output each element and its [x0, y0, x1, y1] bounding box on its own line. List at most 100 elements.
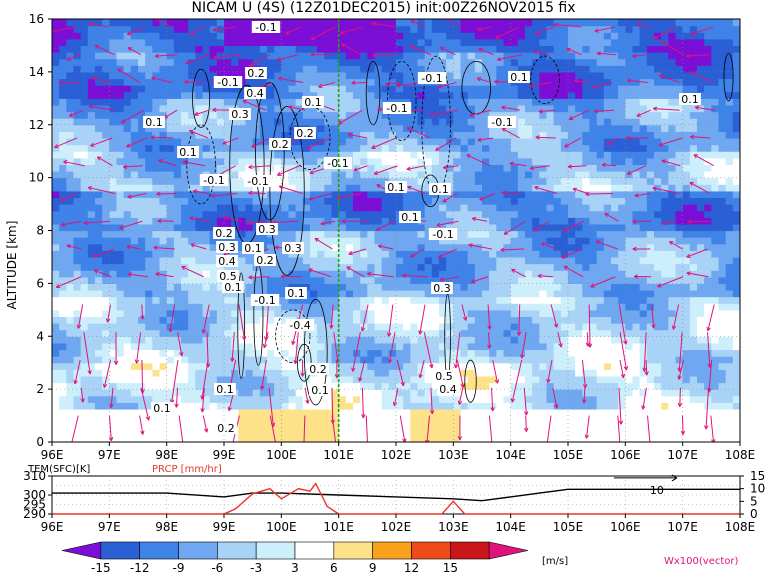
u-cell: [181, 316, 189, 324]
u-cell: [159, 151, 168, 159]
u-cell: [403, 270, 411, 278]
u-cell: [503, 303, 512, 311]
u-cell: [130, 190, 139, 199]
u-cell: [95, 131, 103, 139]
u-cell: [431, 309, 440, 318]
u-cell: [446, 58, 454, 66]
u-cell: [525, 171, 533, 179]
u-cell: [367, 422, 376, 430]
u-cell: [152, 171, 161, 179]
u-cell: [80, 151, 89, 159]
u-cell: [568, 375, 576, 384]
u-cell: [66, 263, 75, 271]
u-cell: [575, 25, 583, 33]
u-cell: [503, 157, 512, 166]
u-cell: [166, 164, 175, 172]
u-cell: [381, 223, 390, 232]
u-cell: [302, 137, 311, 146]
u-cell: [360, 408, 368, 417]
u-cell: [152, 157, 161, 166]
u-cell: [66, 71, 75, 80]
u-cell: [181, 184, 189, 192]
u-cell: [496, 177, 505, 185]
u-cell: [123, 402, 132, 410]
u-cell: [166, 256, 175, 265]
u-cell: [102, 283, 110, 291]
u-cell: [388, 71, 397, 80]
u-cell: [80, 111, 89, 119]
u-cell: [295, 157, 304, 166]
u-cell: [460, 124, 469, 132]
u-cell: [73, 65, 82, 73]
u-cell: [95, 38, 103, 47]
u-cell: [288, 342, 297, 351]
u-cell: [181, 98, 189, 106]
u-cell: [216, 323, 225, 331]
u-cell: [367, 349, 376, 357]
u-cell: [453, 342, 462, 351]
u-cell: [589, 177, 598, 185]
u-cell: [388, 65, 397, 73]
u-cell: [145, 71, 153, 80]
u-cell: [274, 104, 282, 113]
u-cell: [130, 296, 139, 304]
u-cell: [252, 111, 261, 119]
u-cell: [216, 342, 225, 351]
u-cell: [166, 52, 175, 60]
u-cell: [410, 323, 419, 331]
u-cell: [87, 171, 96, 179]
u-cell: [410, 177, 419, 185]
u-cell: [553, 276, 562, 284]
u-cell: [596, 65, 605, 73]
u-cell: [80, 190, 89, 199]
u-cell: [295, 38, 304, 47]
u-cell: [345, 190, 354, 199]
u-cell: [345, 382, 354, 390]
u-cell: [367, 157, 376, 166]
u-cell: [116, 19, 125, 27]
u-cell: [553, 329, 562, 337]
u-cell: [288, 38, 297, 47]
u-cell: [539, 32, 548, 40]
u-cell: [338, 389, 347, 397]
u-cell: [510, 237, 519, 245]
u-cell: [116, 91, 125, 99]
u-cell: [396, 323, 404, 331]
u-cell: [582, 184, 591, 192]
u-cell: [195, 283, 204, 291]
u-cell: [388, 349, 397, 357]
u-cell: [109, 283, 118, 291]
u-cell: [281, 52, 290, 60]
u-cell: [324, 85, 333, 93]
u-cell: [295, 336, 304, 344]
u-cell: [546, 78, 555, 86]
u-cell: [539, 38, 548, 47]
u-cell: [525, 382, 533, 390]
u-cell: [195, 223, 204, 232]
u-cell: [532, 270, 540, 278]
u-cell: [87, 58, 96, 66]
u-cell: [539, 65, 548, 73]
u-cell: [410, 389, 419, 397]
u-cell: [460, 428, 469, 436]
u-cell: [417, 296, 426, 304]
u-cell: [474, 243, 483, 251]
u-cell: [317, 283, 325, 291]
u-cell: [510, 428, 519, 436]
u-cell: [145, 65, 153, 73]
u-cell: [424, 250, 433, 258]
u-cell: [446, 210, 454, 218]
u-cell: [611, 428, 619, 436]
u-cell: [539, 131, 548, 139]
u-cell: [80, 408, 89, 417]
u-cell: [166, 58, 175, 66]
u-cell: [288, 151, 297, 159]
u-cell: [568, 289, 576, 298]
u-cell: [367, 329, 376, 337]
u-cell: [460, 276, 469, 284]
u-cell: [560, 104, 569, 113]
u-cell: [338, 197, 347, 205]
u-cell: [331, 91, 340, 99]
u-cell: [517, 32, 526, 40]
u-cell: [109, 144, 118, 152]
